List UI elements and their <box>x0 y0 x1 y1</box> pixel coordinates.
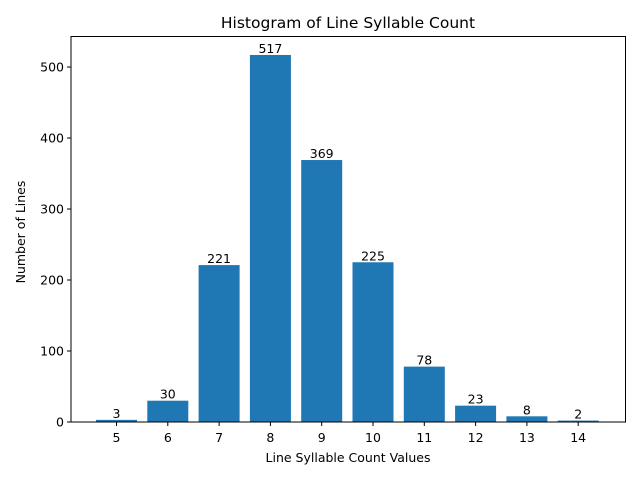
bar-13 <box>506 416 548 422</box>
data-label-11: 78 <box>416 353 432 368</box>
data-label-10: 225 <box>361 248 385 263</box>
bar-8 <box>249 54 291 423</box>
data-labels-group: 3 30 221 517 369 225 78 23 8 2 <box>113 41 583 422</box>
data-label-14: 2 <box>574 407 582 422</box>
x-tick-label: 13 <box>519 430 535 445</box>
x-tick-label: 12 <box>468 430 484 445</box>
y-tick-label: 0 <box>56 415 64 430</box>
x-tick-label: 10 <box>365 430 381 445</box>
x-axis-ticks: 5 6 7 8 9 10 11 12 13 14 <box>113 422 586 445</box>
x-axis-label: Line Syllable Count Values <box>266 450 431 465</box>
x-tick-label: 11 <box>416 430 432 445</box>
chart-title: Histogram of Line Syllable Count <box>221 14 475 32</box>
data-label-12: 23 <box>468 392 484 407</box>
data-label-7: 221 <box>207 251 231 266</box>
x-tick-label: 6 <box>164 430 172 445</box>
y-tick-label: 200 <box>40 273 64 288</box>
bars-group <box>96 54 599 423</box>
data-label-6: 30 <box>160 387 176 402</box>
x-tick-label: 7 <box>215 430 223 445</box>
bar-5 <box>96 419 137 422</box>
x-tick-label: 8 <box>266 430 274 445</box>
bar-10 <box>352 262 394 422</box>
data-label-9: 369 <box>310 146 334 161</box>
y-tick-label: 500 <box>40 60 64 75</box>
plot-frame <box>70 36 626 423</box>
bar-11 <box>403 366 445 422</box>
bar-14 <box>557 420 599 422</box>
y-tick-label: 400 <box>40 131 64 146</box>
data-label-5: 3 <box>113 406 121 421</box>
bar-6 <box>147 400 189 422</box>
data-label-8: 517 <box>258 41 282 56</box>
y-tick-label: 300 <box>40 202 64 217</box>
bar-9 <box>301 160 343 422</box>
x-tick-label: 9 <box>318 430 326 445</box>
x-tick-label: 14 <box>570 430 586 445</box>
bar-12 <box>455 405 497 422</box>
y-axis-ticks: 0 100 200 300 400 500 <box>40 60 71 430</box>
y-axis-label: Number of Lines <box>13 181 28 284</box>
y-tick-label: 100 <box>40 344 64 359</box>
x-tick-label: 5 <box>113 430 121 445</box>
data-label-13: 8 <box>523 402 531 417</box>
bar-7 <box>198 265 240 422</box>
